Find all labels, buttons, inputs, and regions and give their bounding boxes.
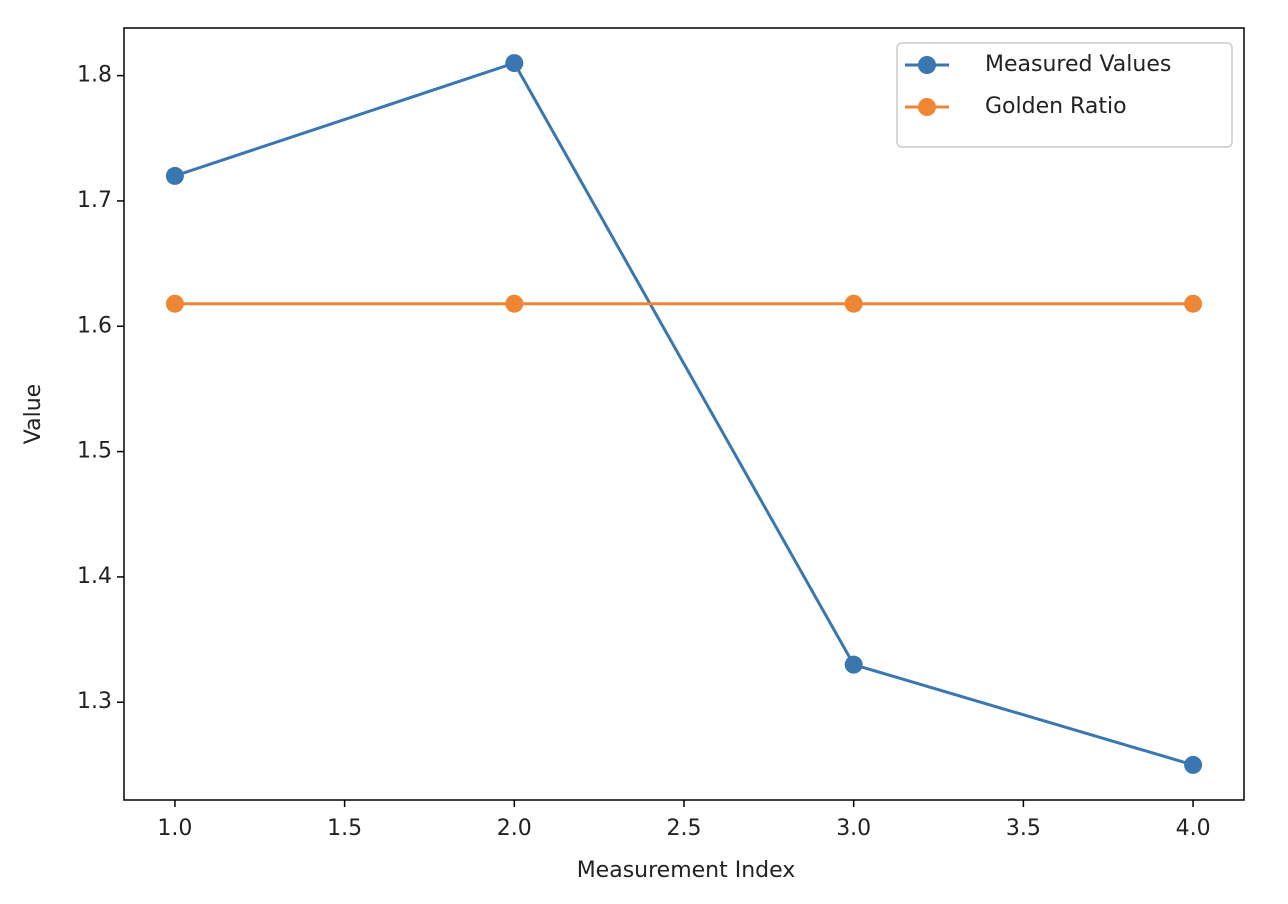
y-axis-label: Value xyxy=(21,384,46,444)
data-point xyxy=(1184,755,1203,774)
data-point xyxy=(844,294,863,313)
data-point xyxy=(505,54,524,73)
x-tick-label: 1.5 xyxy=(327,816,362,841)
x-tick-label: 3.5 xyxy=(1006,816,1041,841)
x-tick-label: 1.0 xyxy=(157,816,192,841)
x-tick-label: 2.0 xyxy=(497,816,532,841)
data-point xyxy=(505,294,524,313)
legend-label: Golden Ratio xyxy=(985,94,1127,119)
y-tick-label: 1.5 xyxy=(77,439,112,464)
x-tick-label: 2.5 xyxy=(667,816,702,841)
y-tick-label: 1.7 xyxy=(77,188,112,213)
y-tick-label: 1.8 xyxy=(77,63,112,88)
x-tick-label: 4.0 xyxy=(1176,816,1211,841)
legend-box xyxy=(896,42,1233,148)
y-tick-label: 1.4 xyxy=(77,564,112,589)
legend-marker xyxy=(918,56,936,74)
data-point xyxy=(1184,294,1203,313)
data-point xyxy=(165,166,184,185)
legend-label: Measured Values xyxy=(985,52,1171,77)
legend-marker xyxy=(918,98,936,116)
y-tick-label: 1.3 xyxy=(77,689,112,714)
series-line xyxy=(174,61,1194,767)
x-axis-label: Measurement Index xyxy=(577,858,796,883)
y-tick-label: 1.6 xyxy=(77,313,112,338)
plot-frame xyxy=(123,27,1245,801)
x-tick-label: 3.0 xyxy=(836,816,871,841)
data-point xyxy=(844,655,863,674)
data-point xyxy=(165,294,184,313)
